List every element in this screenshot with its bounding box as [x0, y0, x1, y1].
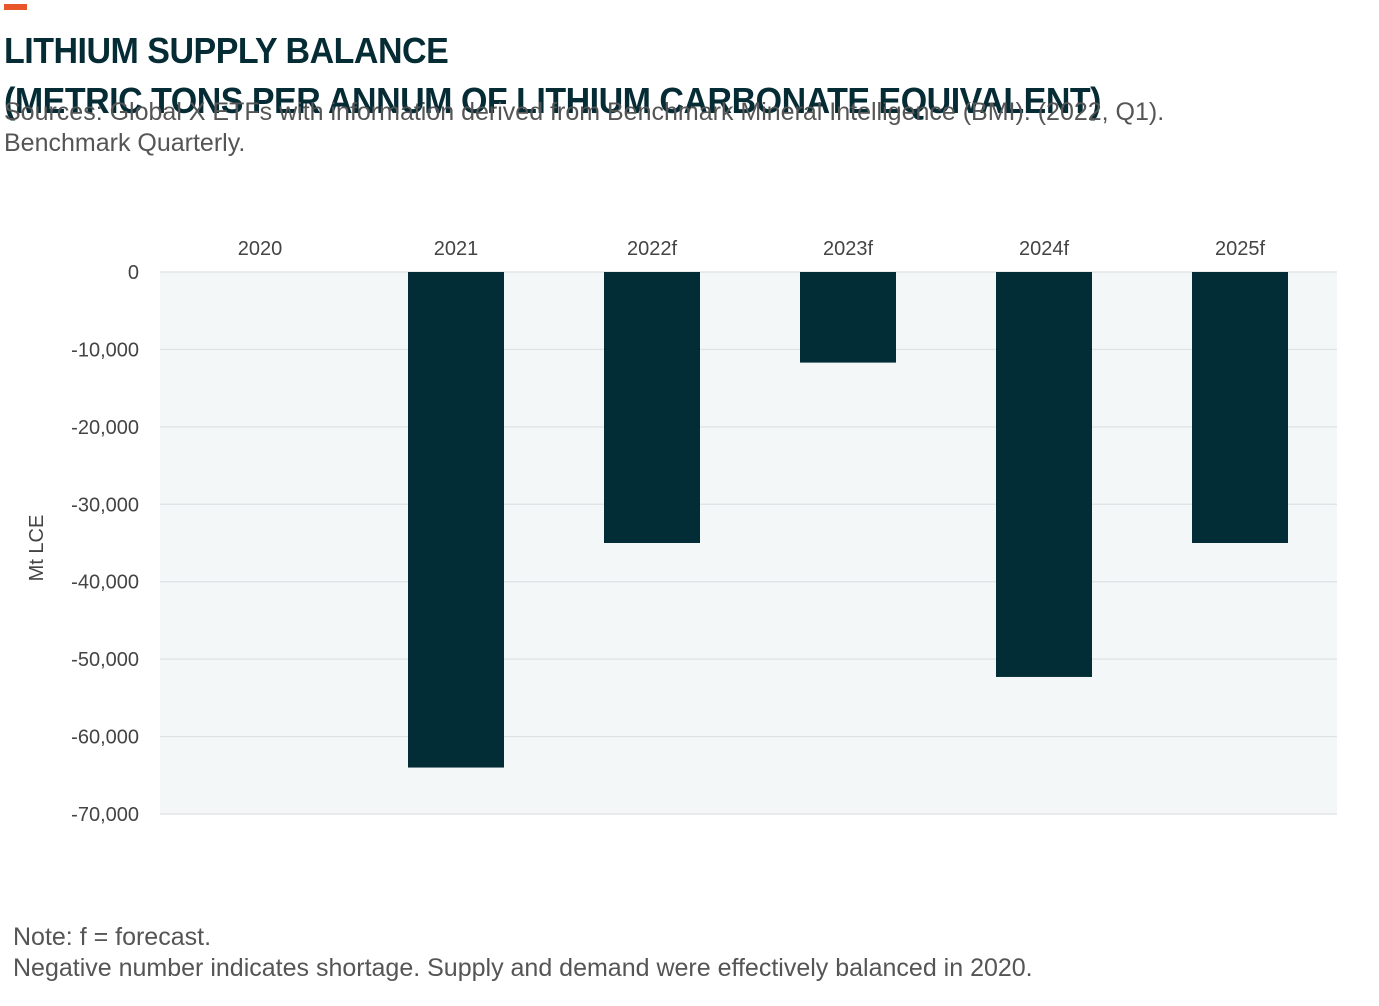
accent-bar: [4, 4, 27, 10]
bar-2023f: [800, 272, 896, 363]
bars: [408, 272, 1288, 768]
chart-title-block: LITHIUM SUPPLY BALANCE (METRIC TONS PER …: [4, 26, 1101, 127]
x-tick-label: 2021: [434, 238, 479, 260]
y-tick-label: -60,000: [71, 727, 139, 749]
y-tick-label: -30,000: [71, 494, 139, 516]
bar-2024f: [996, 272, 1092, 677]
chart-title: LITHIUM SUPPLY BALANCE: [4, 31, 449, 72]
note-line-2: Negative number indicates shortage. Supp…: [13, 954, 1033, 982]
gridlines: [160, 271, 1337, 815]
source-line-1: Sources: Global X ETFs with information …: [4, 98, 1165, 126]
x-axis-ticks: 2020 2021 2022f 2023f 2024f 2025f: [238, 238, 1266, 260]
notes: Note: f = forecast. Negative number indi…: [13, 922, 1033, 984]
plot-area: [160, 272, 1337, 814]
chart-subtitle: (METRIC TONS PER ANNUM OF LITHIUM CARBON…: [4, 81, 1101, 122]
bar-2025f: [1192, 272, 1288, 543]
x-tick-label: 2022f: [627, 238, 677, 260]
y-axis-ticks: 0 -10,000 -20,000 -30,000 -40,000 -50,000 -60,…: [71, 262, 139, 826]
bar-2021: [408, 272, 504, 768]
y-tick-label: -10,000: [71, 339, 139, 361]
y-tick-label: -40,000: [71, 572, 139, 594]
note-line-1: Note: f = forecast.: [13, 923, 212, 951]
y-tick-label: -50,000: [71, 649, 139, 671]
x-tick-label: 2024f: [1019, 238, 1069, 260]
x-tick-label: 2020: [238, 238, 283, 260]
bar-2022f: [604, 272, 700, 543]
y-tick-label: -70,000: [71, 804, 139, 826]
x-tick-label: 2025f: [1215, 238, 1265, 260]
y-axis-label: Mt LCE: [26, 515, 48, 582]
y-tick-label: 0: [128, 262, 139, 284]
source-text: Sources: Global X ETFs with information …: [4, 97, 1164, 159]
source-line-2: Benchmark Quarterly.: [4, 129, 246, 157]
x-tick-label: 2023f: [823, 238, 873, 260]
y-tick-label: -20,000: [71, 417, 139, 439]
